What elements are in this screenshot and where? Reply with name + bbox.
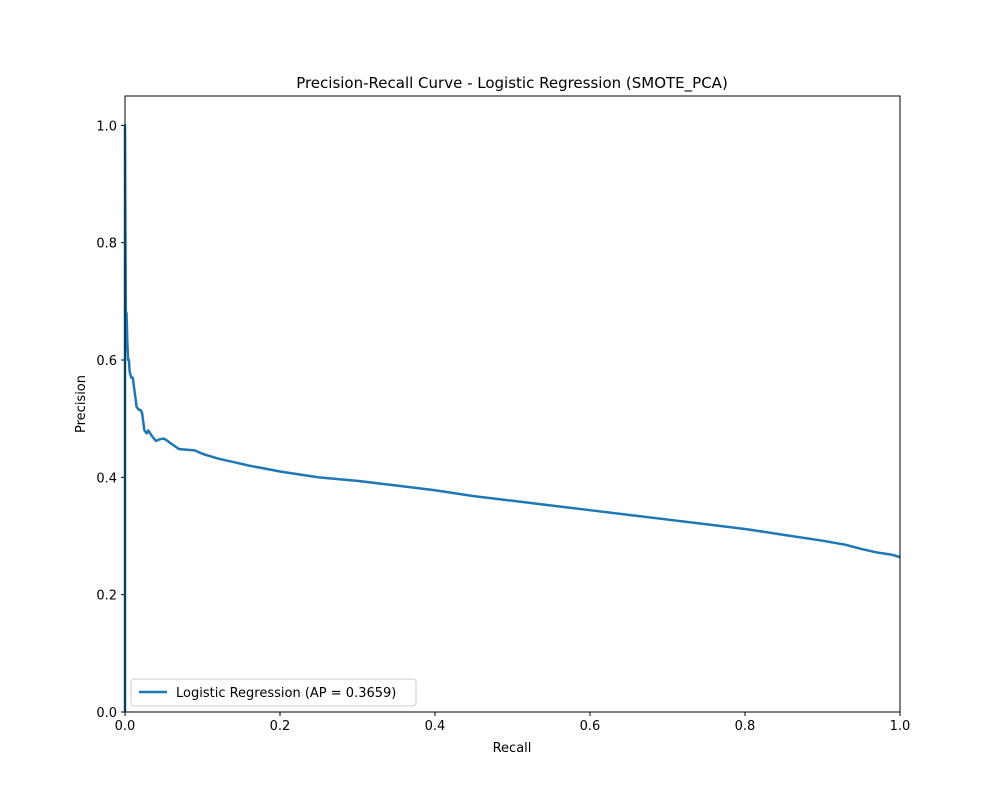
x-tick-label: 0.4 bbox=[425, 719, 446, 734]
x-axis-label: Recall bbox=[493, 741, 532, 756]
x-axis-ticks: 0.0 0.2 0.4 0.6 0.8 1.0 bbox=[115, 712, 911, 734]
x-tick-label: 1.0 bbox=[890, 719, 911, 734]
y-tick-label: 0.2 bbox=[96, 589, 117, 604]
y-tick-label: 0.6 bbox=[96, 354, 117, 369]
x-tick-label: 0.6 bbox=[580, 719, 601, 734]
series-layer bbox=[123, 124, 901, 712]
y-tick-label: 0.4 bbox=[96, 471, 117, 486]
plot-area bbox=[125, 96, 900, 712]
chart-title: Precision-Recall Curve - Logistic Regres… bbox=[296, 74, 728, 93]
plot-frame bbox=[124, 95, 901, 713]
series-line bbox=[123, 124, 901, 712]
legend: Logistic Regression (AP = 0.3659) bbox=[130, 678, 417, 707]
x-tick-label: 0.2 bbox=[270, 719, 291, 734]
y-axis-label: Precision bbox=[74, 375, 89, 433]
x-tick-label: 0.0 bbox=[115, 719, 136, 734]
plot-background bbox=[125, 96, 900, 712]
y-tick-label: 0.0 bbox=[96, 706, 117, 721]
y-tick-label: 0.8 bbox=[96, 237, 117, 252]
y-axis-ticks: 0.0 0.2 0.4 0.6 0.8 1.0 bbox=[96, 119, 125, 721]
legend-label: Logistic Regression (AP = 0.3659) bbox=[176, 686, 396, 701]
x-tick-label: 0.8 bbox=[735, 719, 756, 734]
legend-box bbox=[130, 678, 417, 707]
y-tick-label: 1.0 bbox=[96, 119, 117, 134]
